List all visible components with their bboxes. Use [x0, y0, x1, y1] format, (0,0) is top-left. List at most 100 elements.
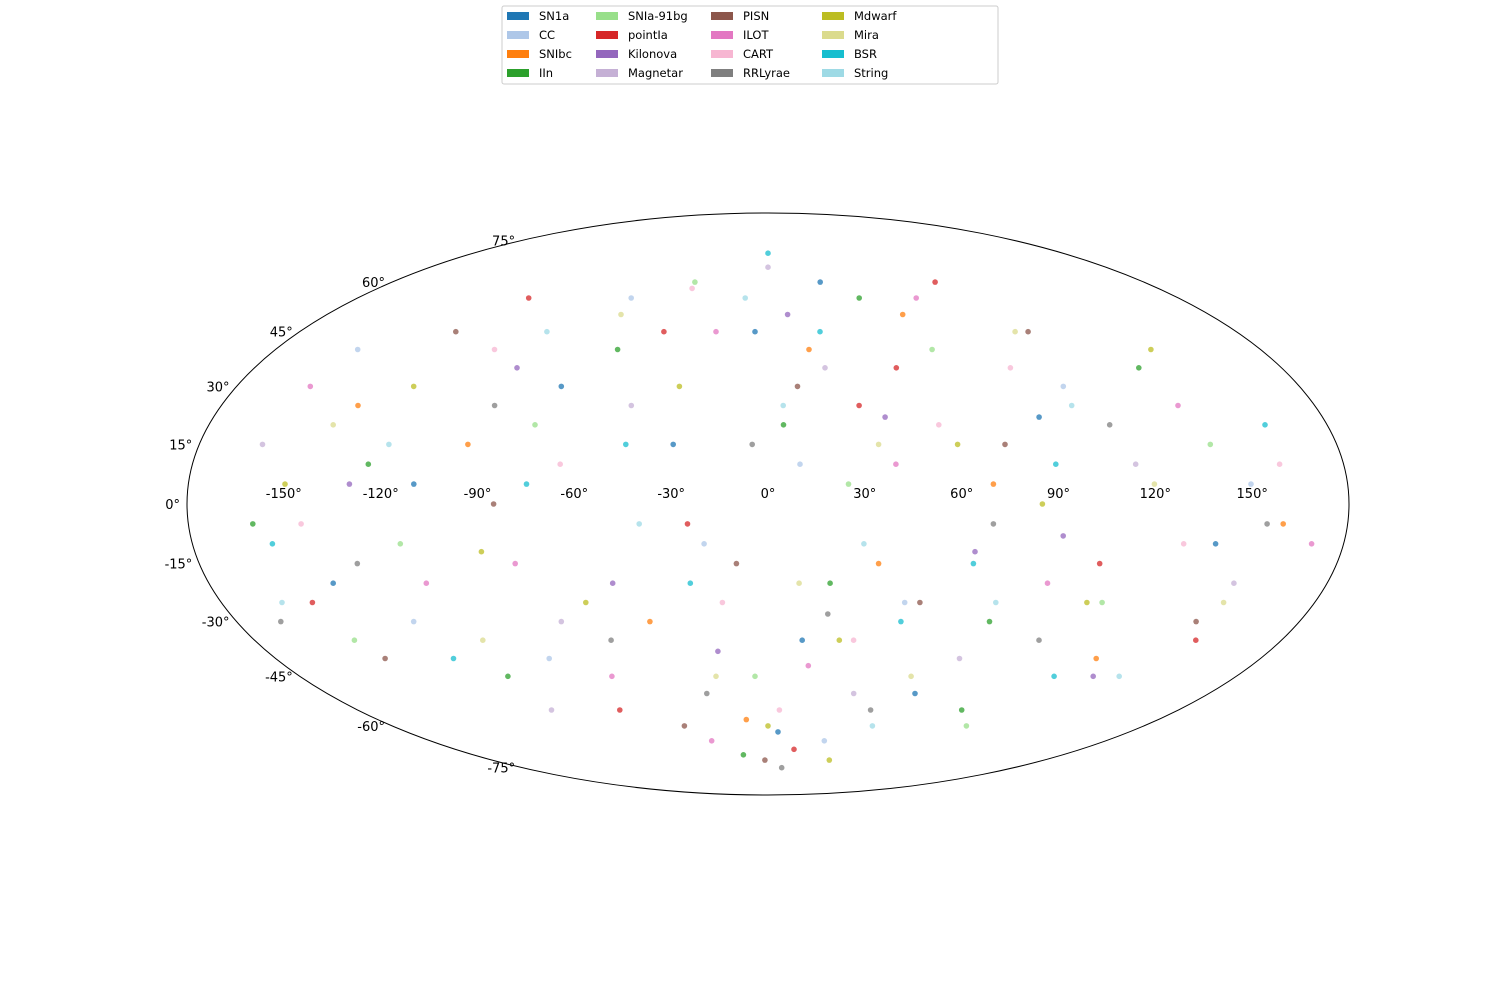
data-point — [875, 560, 882, 567]
legend-swatch — [711, 12, 733, 20]
data-point — [523, 481, 530, 487]
tick-labels: -150° -120° -90° -60° -30° 0° 30° 60° 90° 120° 150… — [165, 234, 1268, 776]
data-point — [354, 346, 361, 353]
data-point — [784, 311, 791, 318]
data-point — [875, 441, 882, 448]
y-tick-label: -15° — [165, 558, 193, 573]
data-point — [899, 311, 906, 318]
data-point — [1180, 541, 1187, 547]
data-point — [397, 541, 404, 547]
data-point — [893, 461, 899, 468]
legend-label: Mdwarf — [854, 9, 897, 23]
x-tick-label: -60° — [560, 487, 588, 502]
data-point — [684, 521, 691, 527]
legend-swatch — [822, 31, 844, 39]
data-point — [609, 673, 615, 680]
data-point — [836, 637, 843, 643]
data-point — [765, 723, 771, 729]
legend-label: RRLyrae — [743, 66, 790, 80]
legend-label: PISN — [743, 9, 769, 23]
data-point — [583, 599, 589, 606]
data-point — [544, 328, 550, 335]
data-point — [869, 723, 876, 729]
data-point — [806, 346, 812, 353]
data-point — [901, 599, 908, 606]
data-point — [993, 599, 999, 606]
data-point — [799, 637, 805, 643]
data-point — [713, 673, 719, 680]
legend-swatch — [596, 69, 618, 77]
data-point — [882, 414, 888, 420]
data-point — [856, 295, 862, 301]
data-point — [411, 481, 417, 487]
data-point — [480, 637, 486, 643]
data-point — [917, 599, 923, 606]
y-tick-label: 15° — [169, 438, 192, 453]
legend-swatch — [596, 50, 618, 58]
data-point — [628, 295, 634, 301]
data-point — [990, 481, 997, 487]
data-point — [1051, 673, 1057, 680]
data-point — [618, 311, 624, 318]
data-point — [825, 611, 831, 617]
legend-label: CC — [539, 28, 555, 42]
y-tick-label: 30° — [206, 380, 229, 395]
data-point — [354, 560, 361, 567]
data-point — [1044, 580, 1051, 586]
data-point — [1090, 673, 1096, 680]
legend-label: ILOT — [743, 28, 769, 42]
data-point — [715, 648, 721, 655]
data-point — [636, 521, 642, 527]
data-point — [617, 707, 623, 713]
data-point — [1093, 655, 1099, 662]
data-point — [765, 264, 771, 271]
data-point — [822, 365, 828, 371]
data-point — [546, 655, 552, 662]
data-point — [478, 548, 485, 555]
legend-label: IIn — [539, 66, 553, 80]
data-point — [958, 707, 965, 713]
data-point — [1231, 580, 1237, 586]
legend-swatch — [596, 31, 618, 39]
data-point — [661, 328, 667, 335]
data-point — [282, 481, 288, 487]
data-point — [259, 441, 266, 448]
y-tick-label: 45° — [270, 326, 293, 341]
legend-swatch — [507, 50, 529, 58]
data-point — [956, 655, 963, 662]
data-point — [932, 279, 938, 285]
data-point — [1220, 599, 1227, 606]
data-point — [713, 328, 719, 335]
data-point — [647, 618, 653, 625]
data-point — [1148, 346, 1154, 353]
data-point — [817, 279, 823, 285]
data-point — [719, 599, 726, 606]
x-tick-label: -120° — [363, 487, 399, 502]
map-boundary — [186, 212, 1350, 796]
data-point — [351, 637, 358, 643]
data-point — [1060, 383, 1067, 390]
data-point — [453, 328, 459, 335]
legend-swatch — [507, 31, 529, 39]
legend-label: String — [854, 66, 888, 80]
legend-swatch — [596, 12, 618, 20]
data-point — [740, 752, 747, 758]
data-point — [279, 599, 285, 606]
data-point — [893, 365, 900, 371]
legend-label: Mira — [854, 28, 879, 42]
data-point — [1036, 637, 1042, 643]
data-point — [558, 383, 565, 390]
data-point — [298, 521, 304, 527]
data-point — [330, 580, 337, 586]
data-point — [490, 501, 497, 507]
data-point — [346, 481, 353, 487]
data-point — [749, 441, 755, 448]
data-point — [250, 521, 256, 527]
data-point — [1248, 481, 1254, 487]
data-point — [954, 441, 961, 448]
y-tick-label: 75° — [492, 234, 515, 249]
data-point — [780, 422, 787, 428]
data-point — [821, 738, 828, 744]
data-point — [687, 580, 694, 586]
data-point — [704, 690, 710, 697]
